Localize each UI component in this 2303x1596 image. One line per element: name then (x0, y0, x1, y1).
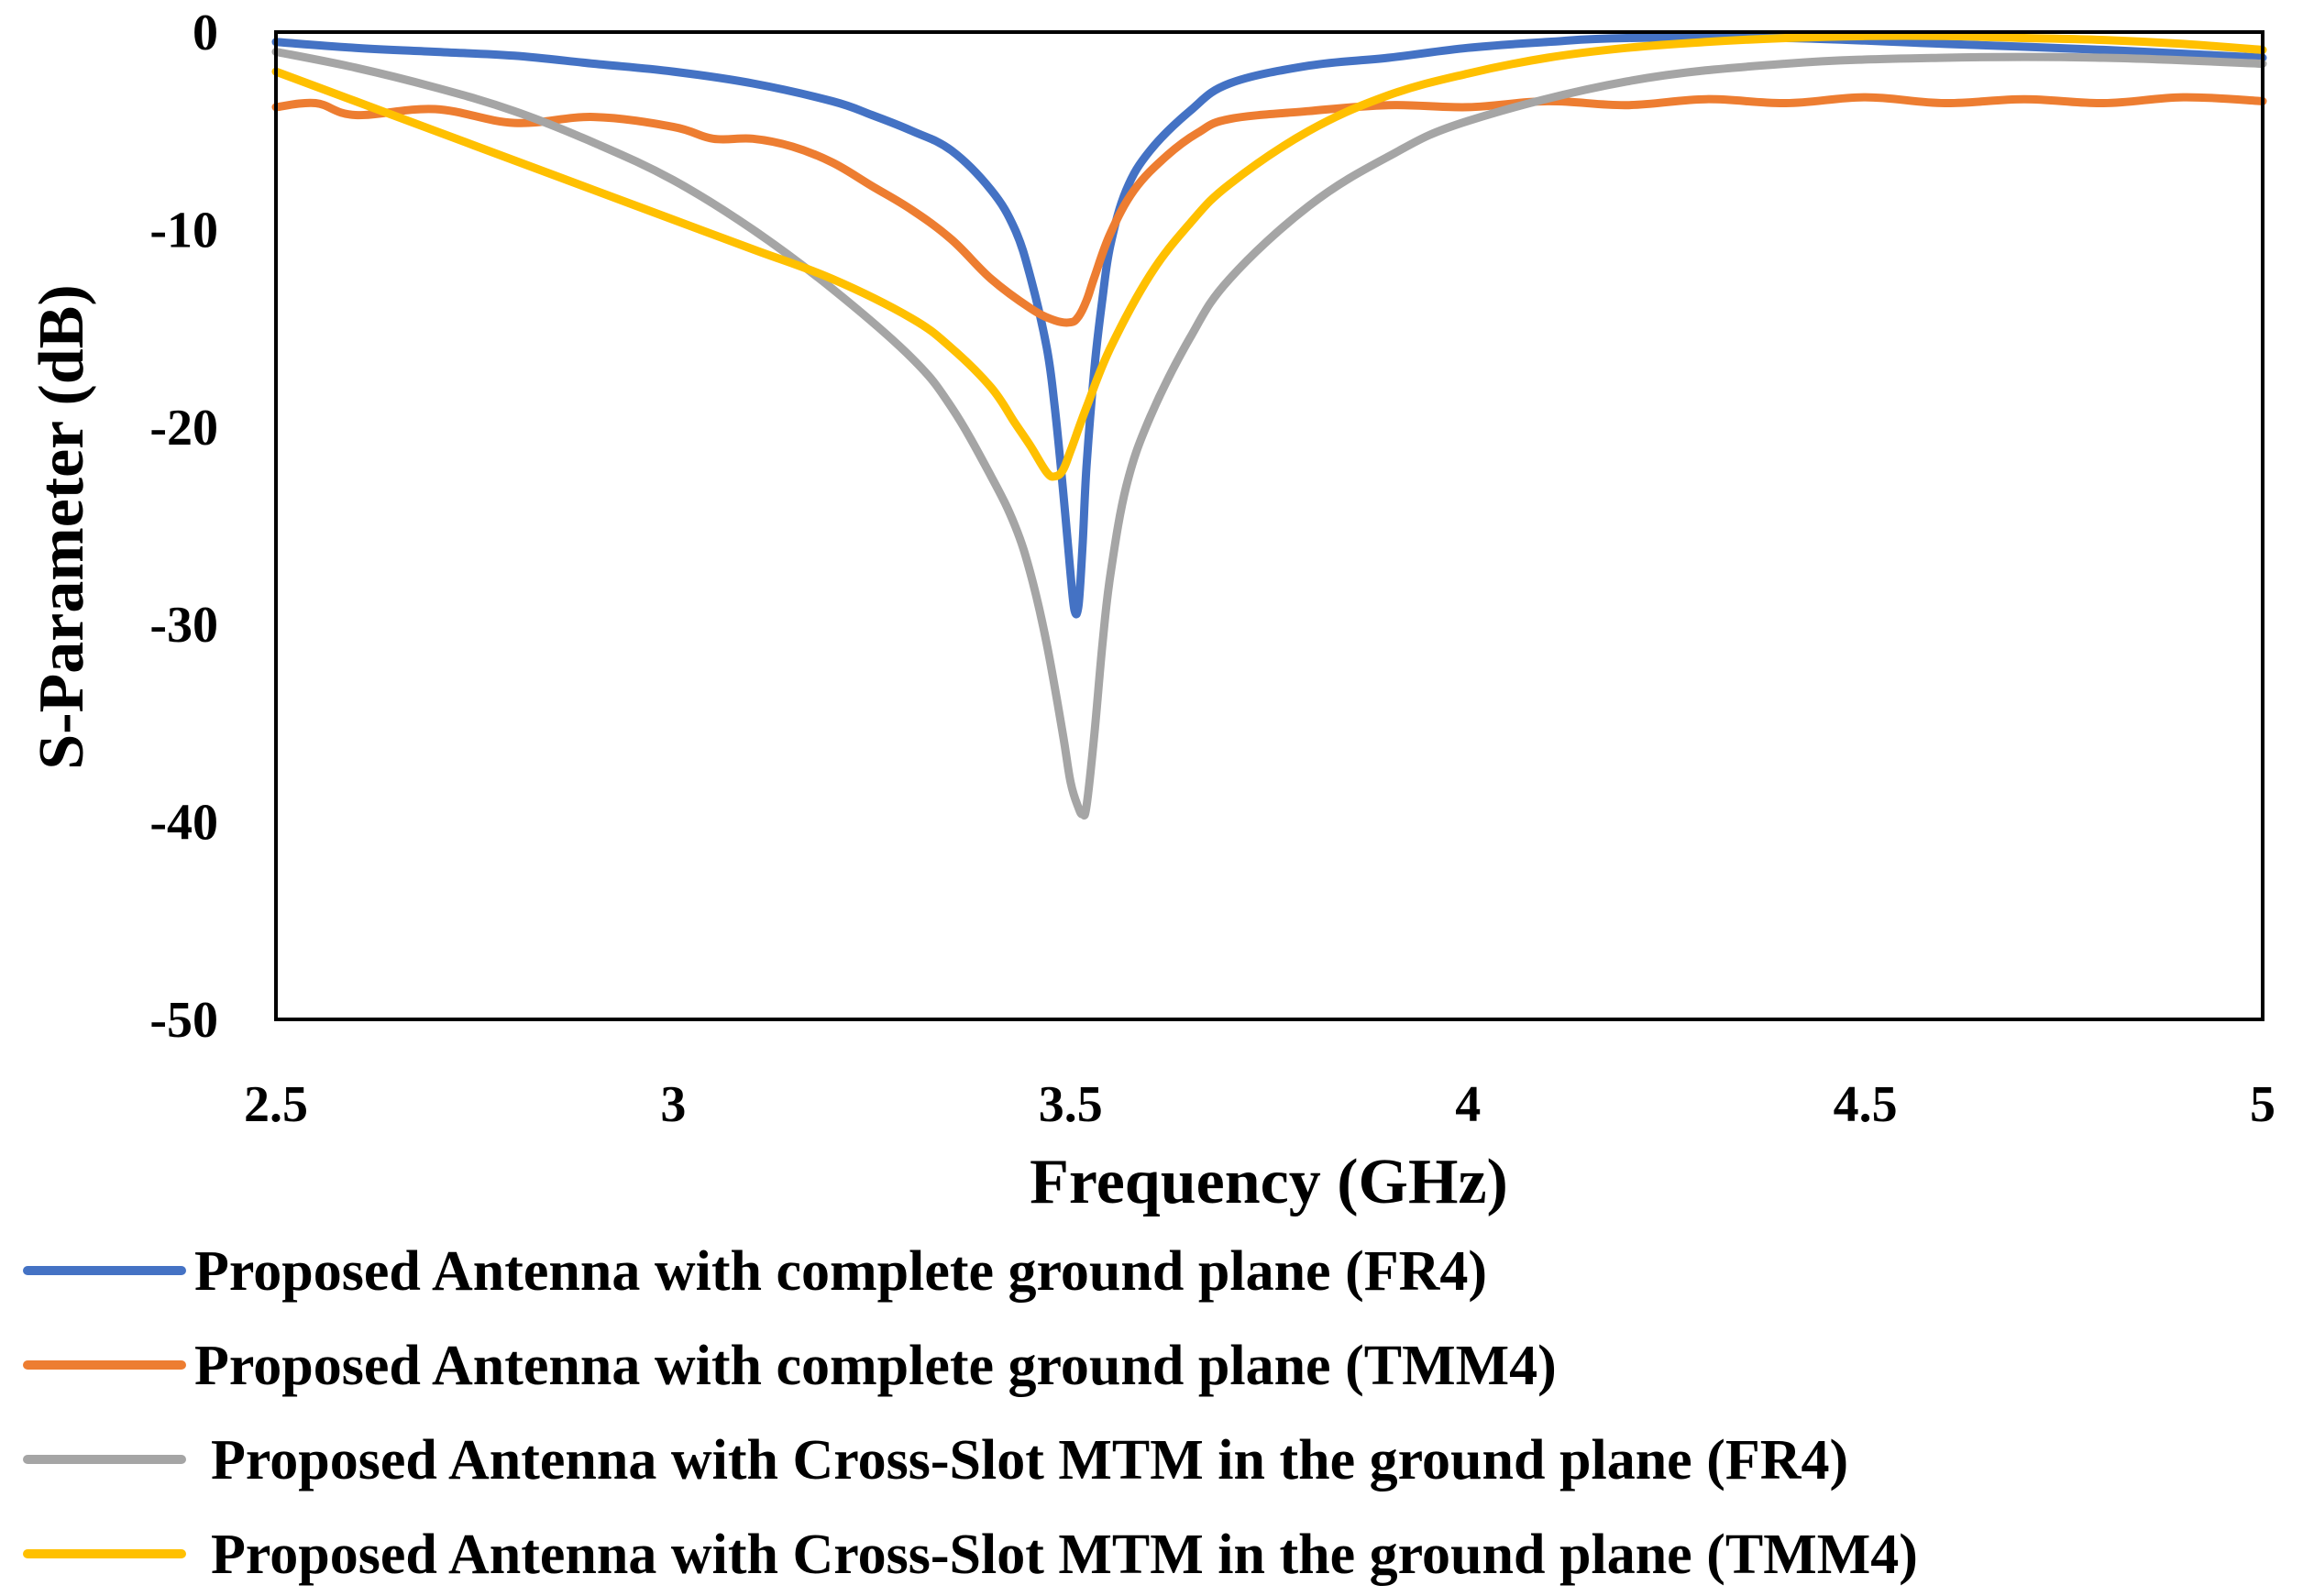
legend-label: Proposed Antenna with complete ground pl… (194, 1240, 1487, 1303)
x-axis-title: Frequency (GHz) (1030, 1147, 1508, 1217)
x-tick-label: 3.5 (1039, 1076, 1103, 1133)
legend-label: Proposed Antenna with Cross-Slot MTM in … (211, 1429, 1848, 1491)
plot-area (274, 30, 2264, 1021)
y-tick-label: -10 (149, 202, 218, 259)
legend-item-2: Proposed Antenna with complete ground pl… (23, 1335, 1557, 1397)
x-axis-ticks: 2.5 3 3.5 4 4.5 5 (244, 1076, 2275, 1133)
series-line-3 (271, 48, 2267, 820)
y-axis-title: S-Parameter (dB) (27, 284, 97, 769)
series-line-2 (271, 93, 2267, 327)
x-tick-label: 2.5 (244, 1076, 308, 1133)
legend-item-1: Proposed Antenna with complete ground pl… (23, 1240, 1487, 1303)
y-axis-ticks: 0 -10 -20 -30 -40 -50 (149, 5, 218, 1049)
y-tick-label: -30 (149, 597, 218, 654)
legend-item-3: Proposed Antenna with Cross-Slot MTM in … (23, 1429, 1848, 1491)
series-layer (271, 31, 2267, 820)
legend-label: Proposed Antenna with Cross-Slot MTM in … (211, 1524, 1918, 1586)
y-tick-label: 0 (193, 5, 218, 61)
series-line-4 (271, 31, 2267, 481)
x-tick-label: 4.5 (1834, 1076, 1898, 1133)
legend-label: Proposed Antenna with complete ground pl… (194, 1335, 1557, 1397)
x-tick-label: 4 (1455, 1076, 1481, 1133)
y-tick-label: -40 (149, 795, 218, 852)
series-line-1 (271, 33, 2267, 619)
x-tick-label: 5 (2250, 1076, 2275, 1133)
legend: Proposed Antenna with complete ground pl… (23, 1240, 1918, 1586)
legend-item-4: Proposed Antenna with Cross-Slot MTM in … (23, 1524, 1918, 1586)
x-tick-label: 3 (660, 1076, 686, 1133)
y-tick-label: -50 (149, 992, 218, 1049)
y-tick-label: -20 (149, 400, 218, 457)
